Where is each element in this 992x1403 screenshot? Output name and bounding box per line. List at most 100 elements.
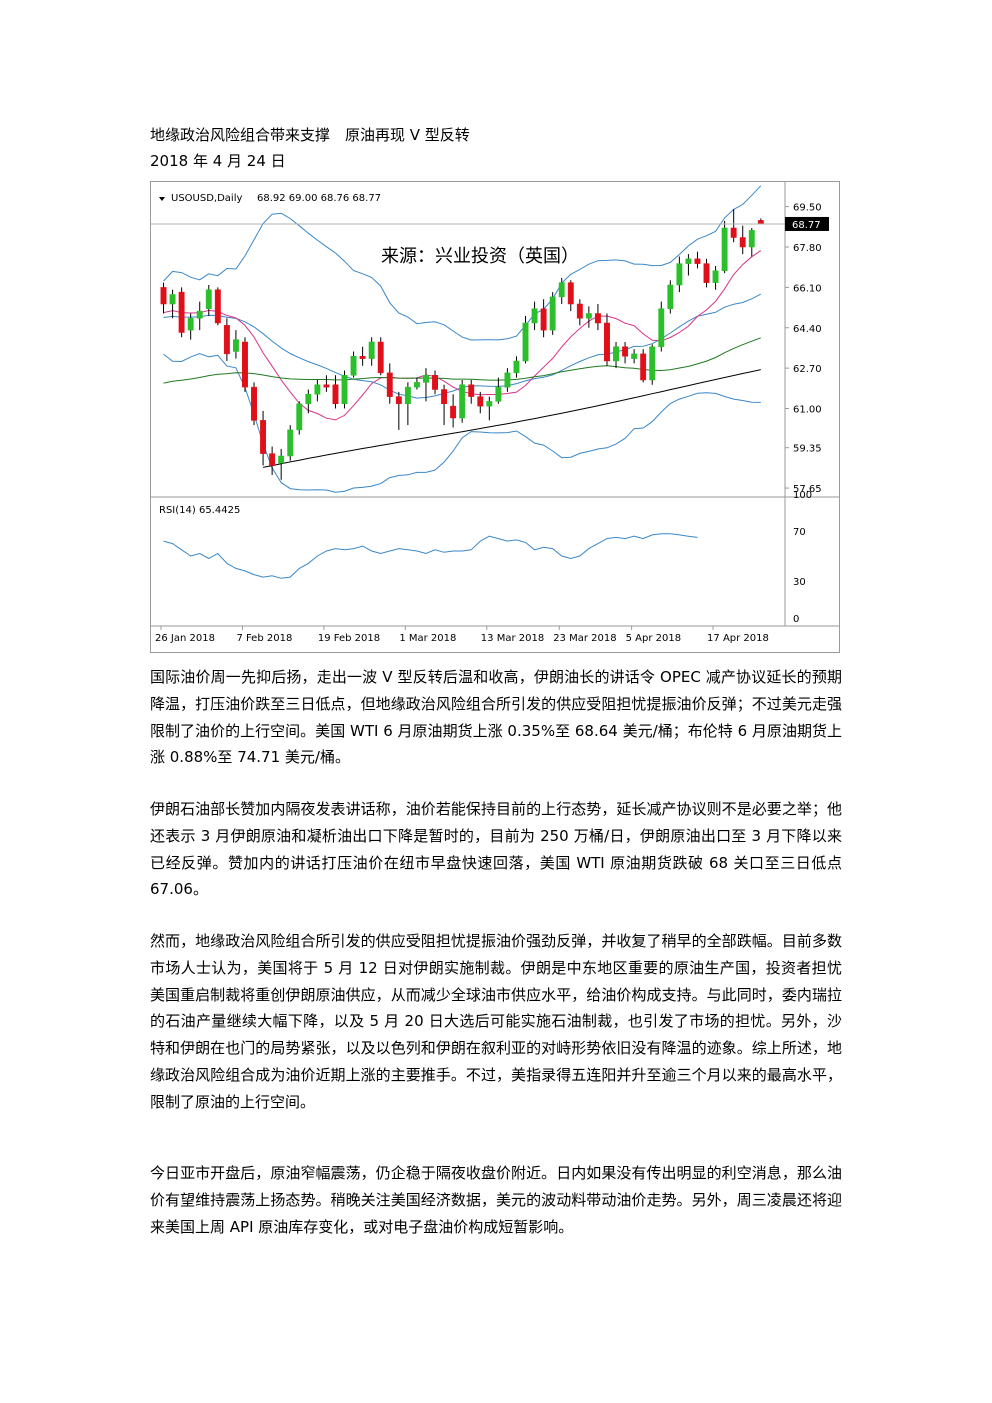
candle-body [395, 396, 402, 404]
chart-watermark: 来源：兴业投资（英国） [381, 246, 579, 267]
candle-body [640, 353, 647, 381]
candle-body [359, 356, 366, 359]
candle-body [432, 375, 438, 390]
candle-body [576, 303, 583, 319]
x-tick-label: 13 Mar 2018 [481, 633, 544, 644]
candle-body [522, 322, 529, 362]
candle-body [649, 346, 656, 381]
candle-body [441, 389, 448, 404]
x-tick-label: 19 Feb 2018 [318, 633, 380, 644]
ma-long-line [263, 369, 761, 468]
paragraph-1: 国际油价周一先抑后扬，走出一波 V 型反转后温和收高，伊朗油长的讲话令 OPEC… [150, 668, 842, 767]
candle-body [613, 346, 619, 362]
candle-body [450, 405, 457, 419]
candle-body [504, 372, 511, 388]
candle-body [558, 282, 565, 298]
rsi-tick-label: 100 [793, 490, 812, 501]
candle-body [757, 220, 764, 225]
rsi-tick-label: 0 [793, 614, 799, 625]
price-chart: 69.50 67.80 66.10 64.40 62.70 61.00 59.35 57.65… [150, 181, 840, 653]
candle-body [676, 263, 683, 286]
candle-body [549, 296, 556, 331]
rsi-line [163, 533, 698, 579]
candle-body [468, 384, 475, 397]
candle-body [368, 341, 375, 359]
candle-body [748, 230, 755, 248]
candle-body [260, 420, 267, 454]
candle-body [223, 325, 230, 355]
candle-body [459, 384, 466, 419]
ma-slow-line [163, 337, 761, 384]
rsi-label: RSI(14) 65.4425 [159, 505, 240, 516]
candle-body [314, 384, 321, 395]
candle-body [423, 375, 429, 383]
candle-body [242, 341, 248, 388]
candle-body [585, 313, 592, 319]
chart-ohlc-label: 68.92 69.00 68.76 68.77 [257, 193, 381, 204]
candle-body [513, 360, 520, 374]
price-chart-svg: 69.50 67.80 66.10 64.40 62.70 61.00 59.35 57.65… [151, 182, 839, 652]
candle-body [622, 346, 629, 357]
price-tick-label: 64.40 [793, 324, 822, 335]
paragraph-3: 然而，地缘政治风险组合所引发的供应受阻担忧提振油价强劲反弹，并收复了稍早的全部跌… [150, 932, 842, 1111]
candle-body [658, 308, 665, 347]
candle-body [350, 356, 357, 376]
candle-body [287, 429, 294, 457]
x-tick-label: 5 Apr 2018 [626, 633, 681, 644]
price-tick-label: 57.65 [793, 484, 822, 495]
candle-body [540, 308, 547, 331]
rsi-tick-label: 30 [793, 577, 806, 588]
candle-body [721, 227, 728, 271]
candle-body [531, 308, 538, 324]
candle-body [739, 237, 746, 248]
candle-body [160, 287, 167, 305]
candle-body [703, 263, 710, 283]
price-tick-label: 66.10 [793, 283, 822, 294]
candle-body [178, 291, 185, 333]
candle-body [730, 227, 737, 238]
rsi-tick-label: 70 [793, 527, 806, 538]
x-tick-label: 17 Apr 2018 [707, 633, 769, 644]
price-tick-label: 59.35 [793, 444, 822, 455]
candle-body [187, 318, 194, 331]
candle-body [495, 386, 502, 402]
candle-body [214, 289, 221, 324]
price-tick-label: 62.70 [793, 364, 822, 375]
candle-body [404, 386, 411, 404]
current-price-label: 68.77 [792, 220, 821, 231]
article-date: 2018 年 4 月 24 日 [150, 152, 286, 170]
paragraph-4: 今日亚市开盘后，原油窄幅震荡，仍企稳于隔夜收盘价附近。日内如果没有传出明显的利空… [150, 1164, 842, 1236]
candle-body [305, 394, 312, 404]
x-tick-label: 23 Mar 2018 [553, 633, 616, 644]
candle-body [386, 372, 393, 397]
candle-body [323, 384, 330, 388]
chart-symbol-label: USOUSD,Daily [171, 193, 242, 204]
article-title: 地缘政治风险组合带来支撑 原油再现 V 型反转 [150, 126, 470, 144]
x-tick-label: 7 Feb 2018 [236, 633, 292, 644]
candle-body [685, 258, 692, 264]
candle-body [296, 403, 303, 431]
candle-body [341, 375, 348, 404]
candle-body [486, 401, 493, 407]
x-tick-label: 1 Mar 2018 [399, 633, 456, 644]
price-tick-label: 61.00 [793, 405, 822, 416]
candle-body [332, 384, 339, 404]
candle-body [413, 382, 420, 388]
candle-body [667, 284, 674, 309]
paragraph-2: 伊朗石油部长赞加内隔夜发表讲话称，油价若能保持目前的上行态势，延长减产协议则不是… [150, 800, 842, 899]
price-tick-label: 67.80 [793, 243, 822, 254]
candle-body [269, 453, 276, 466]
current-price-box [785, 216, 829, 231]
candle-body [196, 310, 203, 319]
candle-body [477, 396, 484, 407]
candle-body [594, 313, 601, 324]
candle-body [169, 294, 176, 305]
price-tick-label: 69.50 [793, 203, 822, 214]
candle-body [694, 258, 701, 264]
candle-body [377, 341, 384, 374]
candle-body [278, 455, 285, 464]
chart-menu-triangle-icon [159, 197, 165, 201]
candle-body [712, 270, 719, 283]
candle-body [205, 289, 212, 309]
candle-body [567, 282, 574, 305]
